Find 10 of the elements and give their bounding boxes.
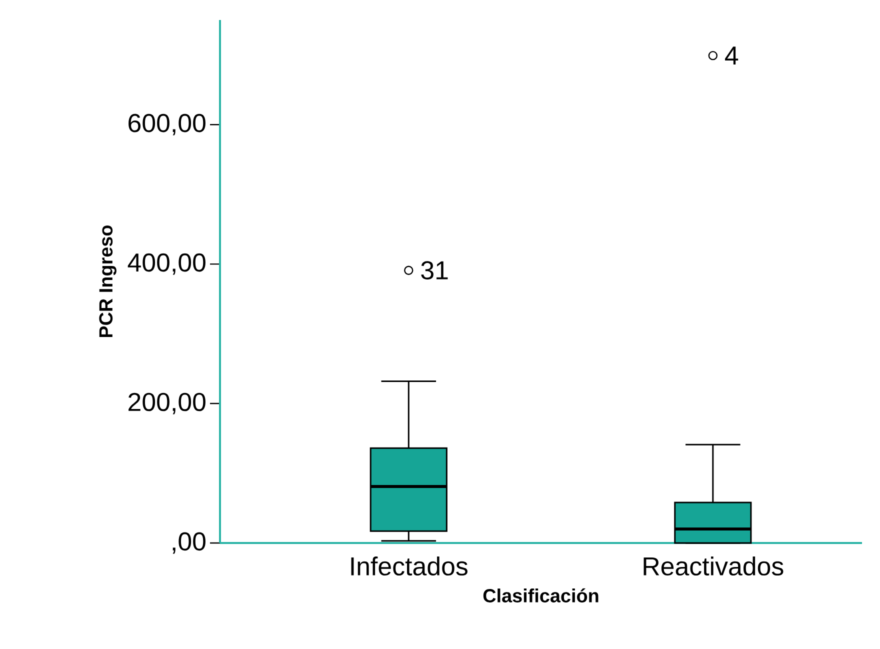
annotation: 4 xyxy=(725,46,738,64)
x-tick-label: Reactivados xyxy=(644,556,784,576)
x-axis-title: Clasificación xyxy=(483,588,598,602)
y-tick-label: 600,00 xyxy=(128,114,206,136)
y-tick-label: 200,00 xyxy=(128,392,206,414)
y-axis-title: PCR Ingreso xyxy=(99,225,116,338)
x-tick-label: Infectados xyxy=(351,556,468,576)
y-tick-label: 400,00 xyxy=(128,253,206,275)
y-tick-label: ,00 xyxy=(172,532,206,554)
annotation: 31 xyxy=(421,261,448,280)
